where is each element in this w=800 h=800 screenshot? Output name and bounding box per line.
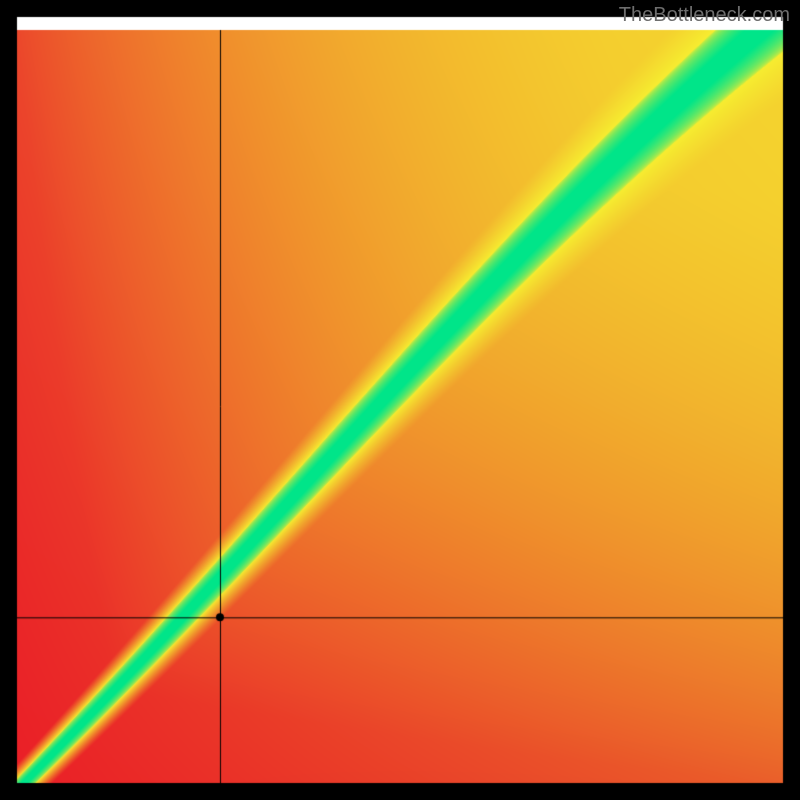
bottleneck-heatmap	[0, 0, 800, 800]
watermark-text: TheBottleneck.com	[619, 4, 790, 27]
chart-container: TheBottleneck.com	[0, 0, 800, 800]
